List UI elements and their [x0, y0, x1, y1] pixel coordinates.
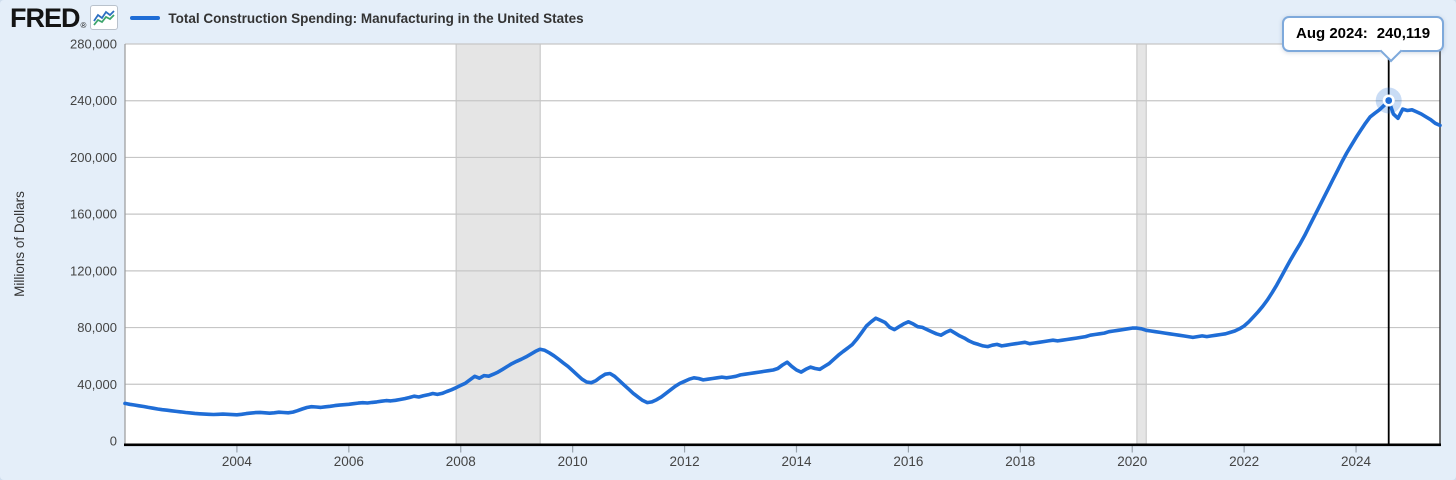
y-tick-label: 40,000	[77, 377, 117, 392]
data-point-dot[interactable]	[1385, 97, 1393, 104]
x-tick-label: 2014	[781, 454, 812, 469]
fred-sparkline-icon	[90, 5, 119, 30]
y-tick-label: 200,000	[70, 150, 117, 165]
x-tick-label: 2004	[222, 454, 253, 469]
recession-band	[1136, 44, 1147, 444]
x-tick-label: 2016	[893, 454, 923, 469]
series-legend-swatch	[130, 16, 161, 20]
series-title[interactable]: Total Construction Spending: Manufacturi…	[168, 10, 584, 26]
tooltip-value: 240,119	[1376, 25, 1431, 42]
cursor-tooltip: Aug 2024: 240,119	[1282, 16, 1445, 63]
x-tick-label: 2012	[670, 454, 700, 469]
x-tick-label: 2006	[334, 454, 364, 469]
y-tick-label: 120,000	[70, 263, 117, 278]
series-line[interactable]	[123, 98, 1442, 417]
x-tick-label: 2024	[1341, 454, 1372, 469]
x-tick-label: 2010	[558, 454, 588, 469]
chart-header: FRED ® Total Construction Spending: Manu…	[10, 4, 584, 32]
x-axis-line	[124, 443, 1441, 447]
y-tick-label: 240,000	[70, 93, 117, 108]
recession-band	[456, 44, 541, 444]
y-tick-label: 0	[110, 434, 117, 449]
fred-logo-text: FRED	[10, 3, 80, 33]
y-tick-label: 280,000	[70, 37, 117, 52]
y-tick-label: 160,000	[70, 207, 117, 222]
y-tick-label: 80,000	[77, 320, 117, 335]
x-tick-label: 2020	[1117, 454, 1147, 469]
x-tick-label: 2022	[1229, 454, 1259, 469]
tooltip-date-label: Aug 2024:	[1296, 25, 1368, 42]
x-tick-label: 2008	[446, 454, 476, 469]
plot-area[interactable]	[125, 44, 1440, 444]
x-tick-label: 2018	[1005, 454, 1035, 469]
fred-logo-link[interactable]: FRED ®	[10, 3, 119, 33]
registered-mark: ®	[80, 21, 87, 30]
